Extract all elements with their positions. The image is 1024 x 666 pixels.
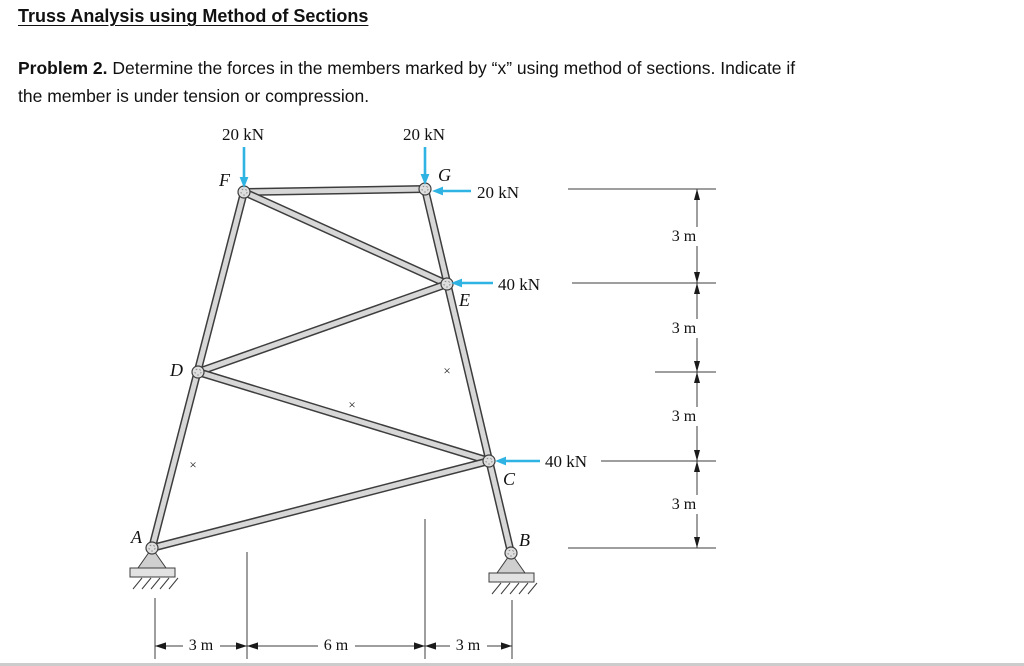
page-bottom-edge [0,663,1024,666]
dim-right-1: 3 m [672,228,697,245]
truss-member-FG [240,185,429,196]
load-arrow-C-left [495,456,540,466]
truss-member-AC [148,457,493,552]
support-A [129,547,179,590]
load-label-G-down: 20 kN [403,125,445,144]
page-title: Truss Analysis using Method of Sections [18,6,369,26]
load-arrow-F-down [239,147,249,188]
truss-member-GB [421,185,515,557]
problem-line1: Determine the forces in the members mark… [107,58,796,78]
dim-bottom-2: 6 m [324,637,349,654]
joint-C [482,454,496,468]
load-arrow-E-left [451,278,493,288]
load-label-F-down: 20 kN [222,125,264,144]
truss-member-DC [194,368,493,465]
joint-label-B: B [519,530,530,550]
load-arrow-G-left [432,186,471,196]
problem-number: Problem 2. [18,58,108,78]
truss-member-FE [240,188,451,288]
dim-right-3: 3 m [672,408,697,425]
problem-statement: Problem 2. Determine the forces in the m… [18,54,978,110]
dim-bottom-1: 3 m [189,637,214,654]
bottom-dimension-lines: 3 m 6 m 3 m [154,519,513,659]
load-label-E-left: 40 kN [498,275,540,294]
joint-D [191,365,205,379]
joint-label-E: E [458,290,470,310]
load-label-C-left: 40 kN [545,452,587,471]
dim-right-4: 3 m [672,496,697,513]
joint-label-F: F [218,170,231,190]
joint-E [440,277,454,291]
load-arrow-G-down [420,147,430,185]
joint-label-G: G [438,165,451,185]
member-mark-AD: × [189,457,196,472]
joint-label-D: D [169,360,183,380]
joint-label-C: C [503,469,516,489]
support-B [488,552,538,595]
joint-label-A: A [130,527,143,547]
dim-right-2: 3 m [672,320,697,337]
truss-member-ED [194,280,451,376]
joint-A [145,541,159,555]
member-mark-EC: × [443,363,450,378]
right-dimension-lines: 3 m 3 m 3 m 3 m [568,188,716,549]
joint-B [504,546,518,560]
member-mark-DC: × [348,397,355,412]
dim-bottom-3: 3 m [456,637,481,654]
problem-line2: the member is under tension or compressi… [18,86,370,106]
load-label-G-left: 20 kN [477,183,519,202]
